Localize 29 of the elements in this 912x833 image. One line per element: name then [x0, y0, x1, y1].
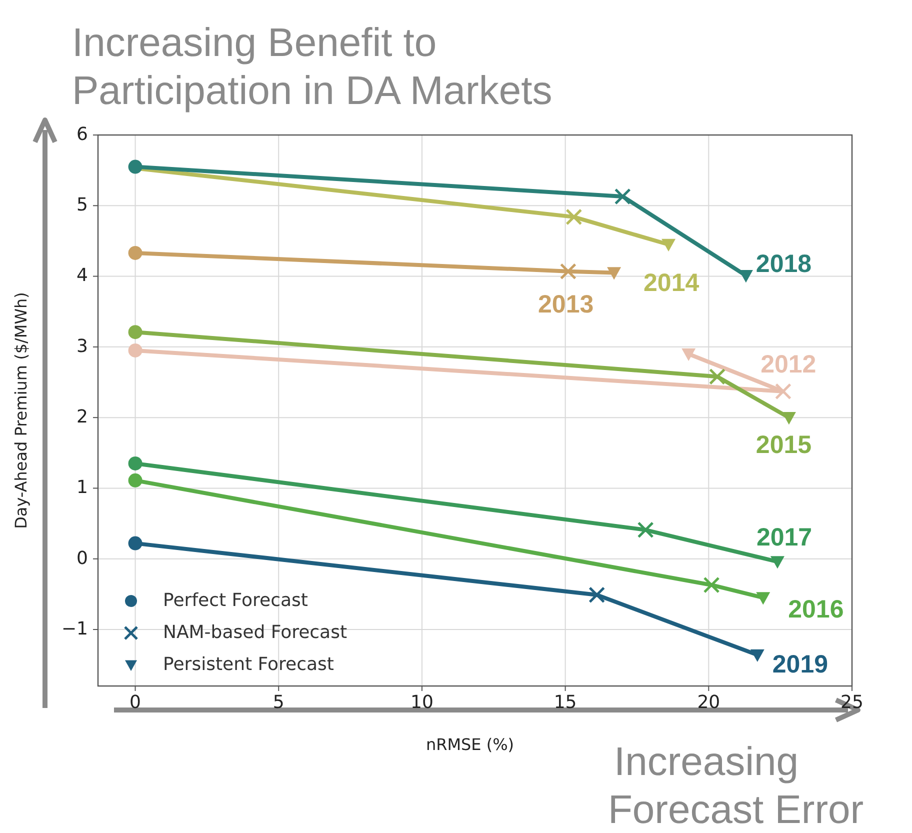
y-tick-label: 5 — [76, 194, 88, 216]
series-label: 2018 — [756, 250, 812, 278]
x-tick-label: 15 — [554, 692, 577, 713]
y-tick-label: 4 — [76, 265, 88, 286]
y-tick-label: 2 — [76, 406, 88, 428]
x-tick-label: 20 — [697, 692, 720, 713]
series-label: 2019 — [772, 650, 828, 679]
x-tick-label: 10 — [410, 692, 434, 713]
chart-title: Increasing Benefit to Participation in DA Markets — [72, 21, 552, 113]
legend-label: NAM-based Forecast — [163, 622, 348, 643]
x-tick-label: 5 — [272, 692, 284, 713]
y-tick-label: −1 — [61, 618, 88, 640]
y-tick-label: 3 — [76, 336, 88, 357]
y-tick-label: 6 — [76, 124, 88, 145]
series-label: 2015 — [756, 431, 812, 460]
y-tick-label: 0 — [76, 548, 88, 569]
legend-label: Perfect Forecast — [163, 590, 308, 611]
series-label: 2016 — [788, 595, 844, 624]
legend-label: Persistent Forecast — [163, 654, 334, 675]
series-label: 2013 — [538, 290, 594, 318]
text: Increasing Forecast Error — [608, 740, 864, 832]
series-label: 2014 — [644, 269, 700, 298]
x-tick-label: 25 — [840, 692, 864, 713]
x-axis-title: nRMSE (%) — [426, 735, 514, 754]
series-label: 2012 — [760, 350, 816, 379]
series-label: 2017 — [756, 523, 812, 552]
y-axis-title: Day-Ahead Premium ($/MWh) — [11, 292, 30, 529]
x-tick-label: 0 — [130, 692, 141, 713]
y-tick-label: 1 — [76, 477, 88, 498]
